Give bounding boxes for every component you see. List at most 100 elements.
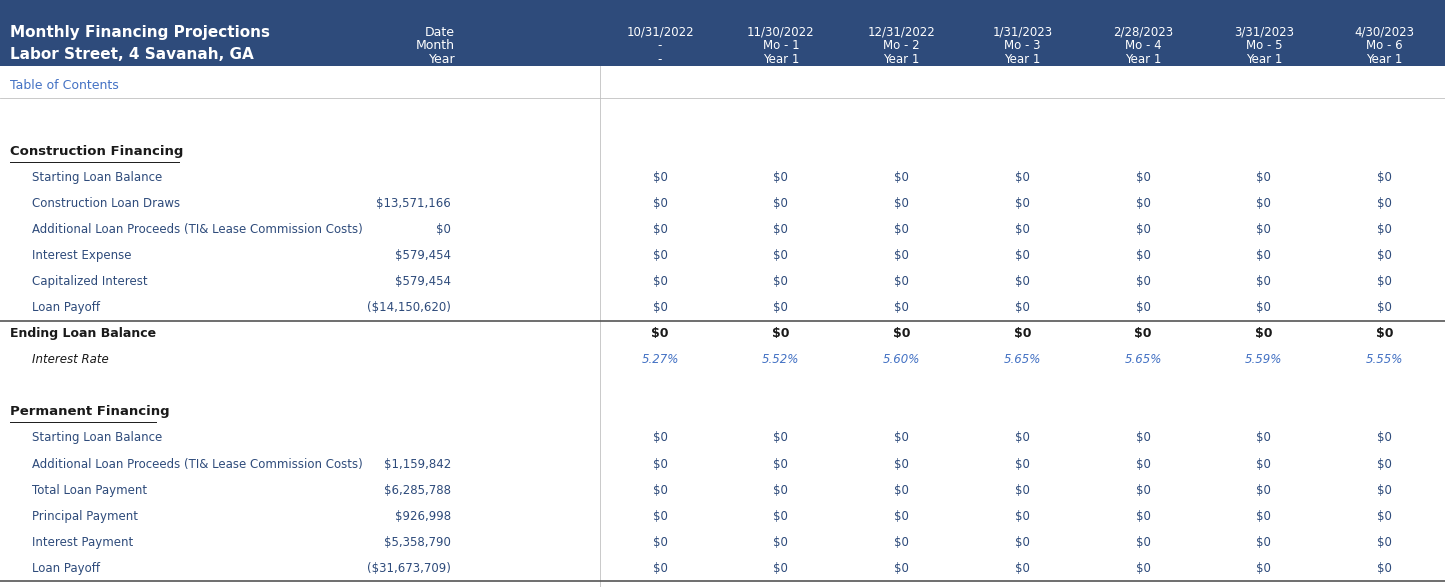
Text: 5.60%: 5.60% xyxy=(883,353,920,366)
Text: $926,998: $926,998 xyxy=(394,510,451,522)
Text: $6,285,788: $6,285,788 xyxy=(384,484,451,497)
Text: Year 1: Year 1 xyxy=(763,53,799,66)
Text: Table of Contents: Table of Contents xyxy=(10,79,118,92)
Text: 11/30/2022: 11/30/2022 xyxy=(747,26,815,39)
Text: $0: $0 xyxy=(1136,171,1150,184)
Text: Additional Loan Proceeds (TI& Lease Commission Costs): Additional Loan Proceeds (TI& Lease Comm… xyxy=(32,457,363,471)
Text: $0: $0 xyxy=(1013,328,1032,340)
Text: Capitalized Interest: Capitalized Interest xyxy=(32,275,147,288)
Text: $0: $0 xyxy=(1256,197,1272,210)
Text: $0: $0 xyxy=(1377,223,1392,237)
Text: $1,159,842: $1,159,842 xyxy=(383,457,451,471)
Text: $0: $0 xyxy=(1256,431,1272,444)
Text: $0: $0 xyxy=(1377,249,1392,262)
Text: $0: $0 xyxy=(1377,275,1392,288)
Text: $0: $0 xyxy=(894,484,909,497)
Text: $0: $0 xyxy=(1014,562,1030,575)
Text: 5.27%: 5.27% xyxy=(642,353,679,366)
Text: -: - xyxy=(657,53,662,66)
Text: Interest Payment: Interest Payment xyxy=(32,535,133,549)
Text: Interest Expense: Interest Expense xyxy=(32,249,131,262)
Text: $0: $0 xyxy=(1376,328,1393,340)
Text: $0: $0 xyxy=(894,431,909,444)
Text: Permanent Financing: Permanent Financing xyxy=(10,406,169,419)
Text: $0: $0 xyxy=(653,562,668,575)
Text: 3/31/2023: 3/31/2023 xyxy=(1234,26,1293,39)
Text: Year 1: Year 1 xyxy=(883,53,920,66)
Text: $0: $0 xyxy=(653,535,668,549)
Text: Date: Date xyxy=(425,26,455,39)
Text: $0: $0 xyxy=(653,431,668,444)
Text: $0: $0 xyxy=(1136,457,1150,471)
Text: $0: $0 xyxy=(773,197,789,210)
Text: Starting Loan Balance: Starting Loan Balance xyxy=(32,431,162,444)
Text: $0: $0 xyxy=(773,562,789,575)
Text: $0: $0 xyxy=(436,223,451,237)
Text: Additional Loan Proceeds (TI& Lease Commission Costs): Additional Loan Proceeds (TI& Lease Comm… xyxy=(32,223,363,237)
Text: $0: $0 xyxy=(1377,171,1392,184)
Text: ($31,673,709): ($31,673,709) xyxy=(367,562,451,575)
Text: $0: $0 xyxy=(1014,275,1030,288)
Text: Labor Street, 4 Savanah, GA: Labor Street, 4 Savanah, GA xyxy=(10,46,254,62)
Text: Year 1: Year 1 xyxy=(1246,53,1282,66)
Text: $13,571,166: $13,571,166 xyxy=(376,197,451,210)
Text: $0: $0 xyxy=(653,197,668,210)
Text: $0: $0 xyxy=(1377,562,1392,575)
Text: $0: $0 xyxy=(1014,535,1030,549)
Text: $0: $0 xyxy=(1377,431,1392,444)
Text: $0: $0 xyxy=(1014,249,1030,262)
Text: $0: $0 xyxy=(773,457,789,471)
Text: $0: $0 xyxy=(894,197,909,210)
Text: $0: $0 xyxy=(773,223,789,237)
Text: 4/30/2023: 4/30/2023 xyxy=(1354,26,1415,39)
Text: $0: $0 xyxy=(773,510,789,522)
Text: $0: $0 xyxy=(1014,510,1030,522)
Text: $0: $0 xyxy=(773,431,789,444)
Text: Loan Payoff: Loan Payoff xyxy=(32,301,100,315)
Text: $0: $0 xyxy=(1256,171,1272,184)
Text: Mo - 1: Mo - 1 xyxy=(763,39,799,52)
Text: $0: $0 xyxy=(1377,457,1392,471)
Text: $0: $0 xyxy=(1256,562,1272,575)
Text: $0: $0 xyxy=(653,457,668,471)
Text: Mo - 3: Mo - 3 xyxy=(1004,39,1040,52)
Text: $0: $0 xyxy=(1014,197,1030,210)
Text: $0: $0 xyxy=(1256,301,1272,315)
Text: 1/31/2023: 1/31/2023 xyxy=(993,26,1052,39)
Text: $0: $0 xyxy=(773,535,789,549)
Text: Ending Loan Balance: Ending Loan Balance xyxy=(10,328,156,340)
Text: Mo - 6: Mo - 6 xyxy=(1367,39,1403,52)
Text: Interest Rate: Interest Rate xyxy=(32,353,108,366)
Text: $0: $0 xyxy=(1256,275,1272,288)
Text: $0: $0 xyxy=(653,510,668,522)
Text: $0: $0 xyxy=(1377,535,1392,549)
Text: $0: $0 xyxy=(1256,223,1272,237)
Text: $0: $0 xyxy=(772,328,789,340)
Text: $0: $0 xyxy=(1136,249,1150,262)
Text: Year 1: Year 1 xyxy=(1124,53,1162,66)
Text: $0: $0 xyxy=(893,328,910,340)
Text: $0: $0 xyxy=(653,223,668,237)
Text: $0: $0 xyxy=(653,484,668,497)
Text: $0: $0 xyxy=(652,328,669,340)
Text: $0: $0 xyxy=(1014,431,1030,444)
Text: 10/31/2022: 10/31/2022 xyxy=(626,26,694,39)
Text: $0: $0 xyxy=(1377,301,1392,315)
Text: $0: $0 xyxy=(1256,457,1272,471)
Text: $0: $0 xyxy=(894,457,909,471)
Text: $0: $0 xyxy=(1136,275,1150,288)
Text: $0: $0 xyxy=(1014,171,1030,184)
Text: $0: $0 xyxy=(1134,328,1152,340)
Text: $0: $0 xyxy=(894,275,909,288)
Text: $0: $0 xyxy=(773,484,789,497)
Text: -: - xyxy=(657,39,662,52)
Text: $579,454: $579,454 xyxy=(394,275,451,288)
Text: $0: $0 xyxy=(1256,249,1272,262)
Text: Starting Loan Balance: Starting Loan Balance xyxy=(32,171,162,184)
Text: $0: $0 xyxy=(653,249,668,262)
Text: $0: $0 xyxy=(653,275,668,288)
Text: $0: $0 xyxy=(1377,510,1392,522)
Text: $0: $0 xyxy=(1014,223,1030,237)
Text: Mo - 4: Mo - 4 xyxy=(1124,39,1162,52)
Text: $0: $0 xyxy=(1136,562,1150,575)
